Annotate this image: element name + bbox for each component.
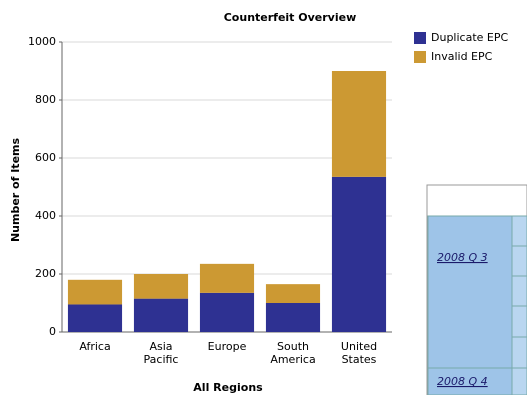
x-tick-label-box: United States — [340, 340, 378, 366]
table-row-label[interactable]: 2008 Q 4 — [437, 375, 488, 388]
x-tick-label: United States — [340, 340, 378, 366]
table-cell — [427, 215, 513, 369]
bar-segment — [331, 71, 387, 177]
y-tick-label: 200 — [35, 267, 56, 280]
table-cell — [511, 245, 527, 277]
legend-swatch — [414, 32, 426, 44]
table-row-label[interactable]: 2008 Q 3 — [437, 251, 488, 264]
legend-swatch — [414, 51, 426, 63]
y-tick-label: 400 — [35, 209, 56, 222]
y-tick-label: 1000 — [28, 35, 56, 48]
legend-label: Invalid EPC — [431, 50, 493, 63]
legend-label: Duplicate EPC — [431, 31, 508, 44]
y-tick-label: 800 — [35, 93, 56, 106]
bar-segment — [133, 298, 189, 332]
table-cell — [427, 367, 513, 395]
table-cell — [511, 367, 527, 395]
x-tick-label: South America — [270, 340, 316, 366]
x-tick-label: Africa — [79, 340, 111, 353]
bar-segment — [199, 292, 255, 332]
bar-segment — [199, 263, 255, 293]
bar-segment — [133, 274, 189, 299]
y-axis-label: Number of Items — [9, 138, 22, 243]
chart-title: Counterfeit Overview — [224, 11, 357, 24]
x-tick-label-box: South America — [270, 340, 316, 366]
bar-segment — [265, 284, 321, 303]
x-tick-label-box: Asia Pacific — [143, 340, 179, 366]
table-cell — [511, 215, 527, 247]
bar-segment — [265, 303, 321, 332]
x-tick-label: Europe — [207, 340, 247, 353]
bar-segment — [67, 304, 123, 332]
bar-segment — [67, 279, 123, 305]
y-tick-label: 600 — [35, 151, 56, 164]
table-cell — [511, 275, 527, 307]
table-cell — [511, 305, 527, 338]
x-tick-label-box: Africa — [79, 340, 111, 353]
bar-segment — [331, 176, 387, 332]
x-tick-label-box: Europe — [207, 340, 247, 353]
x-axis-label: All Regions — [193, 381, 263, 394]
x-tick-label: Asia Pacific — [143, 340, 179, 366]
table-cell — [511, 336, 527, 369]
y-tick-label: 0 — [49, 325, 56, 338]
